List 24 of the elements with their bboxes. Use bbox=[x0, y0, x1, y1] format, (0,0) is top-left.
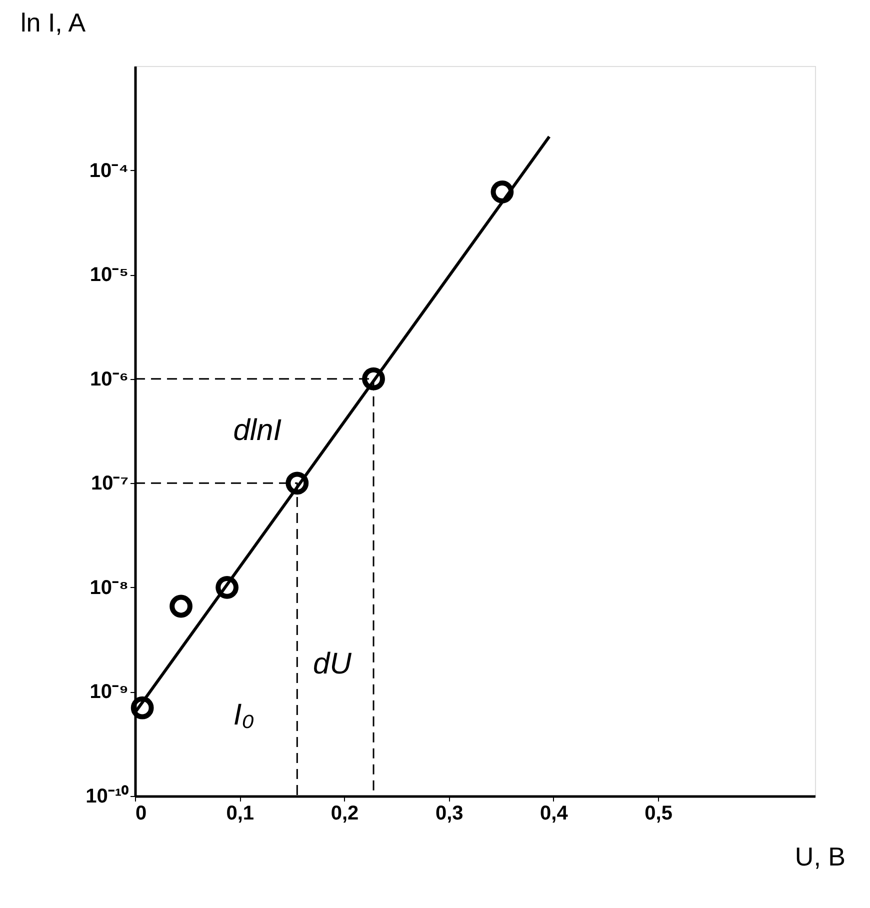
y-tick-label: 10⁻¹⁰ bbox=[86, 784, 128, 808]
y-tick-label: 10⁻⁹ bbox=[90, 681, 128, 704]
y-tick-label: 10⁻⁸ bbox=[90, 576, 128, 599]
point bbox=[362, 367, 385, 390]
x-tick-label: 0,2 bbox=[330, 802, 359, 824]
y-tick-label: 10⁻⁷ bbox=[91, 472, 128, 495]
annotation: I₀ bbox=[233, 698, 254, 732]
point bbox=[170, 594, 192, 618]
y-tick-label: 10⁻⁴ bbox=[89, 160, 128, 182]
annotation: dlnI bbox=[233, 414, 282, 447]
point bbox=[216, 576, 239, 599]
point bbox=[490, 180, 514, 204]
x-tick-label: 0,1 bbox=[226, 802, 254, 824]
point bbox=[130, 696, 154, 720]
x-tick-label: 0,5 bbox=[644, 802, 672, 824]
y-tick-label: 10⁻⁵ bbox=[90, 264, 128, 286]
x-tick-label: 0,3 bbox=[435, 802, 464, 824]
x-tick-label: 0 bbox=[136, 802, 147, 824]
x-axis-title: U, B bbox=[794, 842, 846, 872]
x-tick-label: 0,4 bbox=[540, 802, 569, 824]
point bbox=[286, 472, 309, 495]
y-tick-label: 10⁻⁶ bbox=[90, 368, 128, 390]
y-axis-title: ln I, A bbox=[20, 8, 86, 38]
annotation: dU bbox=[313, 648, 352, 681]
